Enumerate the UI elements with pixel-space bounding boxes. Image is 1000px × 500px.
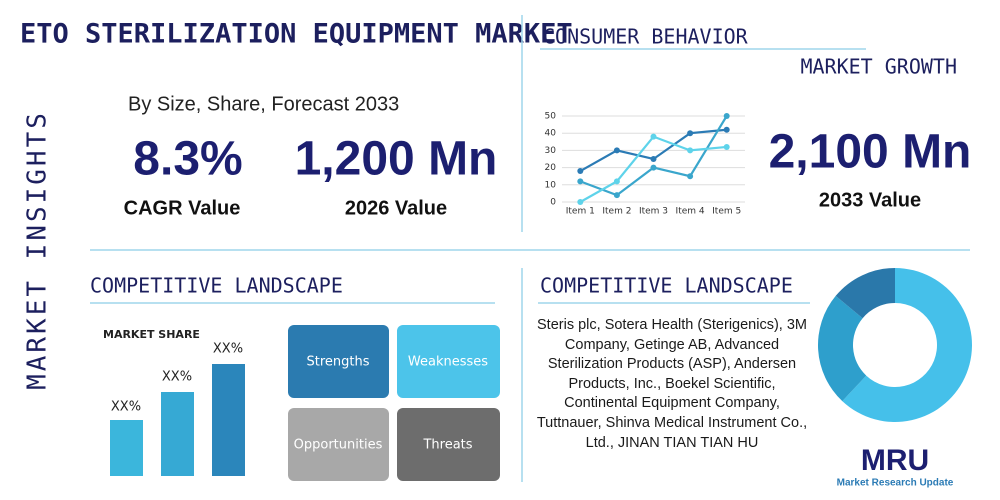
swot-box xyxy=(397,325,500,398)
donut-segment xyxy=(835,268,895,319)
point xyxy=(723,113,730,119)
swot-box xyxy=(288,408,389,481)
bar-label: XX% xyxy=(213,342,243,357)
point xyxy=(613,178,620,185)
x-tick-label: Item 3 xyxy=(639,207,668,217)
point xyxy=(687,147,694,154)
point xyxy=(650,156,657,162)
stat-value: 1,200 Mn xyxy=(295,133,498,186)
x-tick-label: Item 5 xyxy=(712,207,741,217)
donut-segment xyxy=(818,295,867,402)
growth-heading: MARKET GROWTH xyxy=(800,55,957,79)
swot-label: Opportunities xyxy=(294,438,383,453)
x-tick-label: Item 1 xyxy=(566,207,595,217)
point xyxy=(577,199,584,205)
swot-box xyxy=(288,325,389,398)
logo-name: Market Research Update xyxy=(837,478,954,489)
point xyxy=(613,147,620,154)
swot-label: Strengths xyxy=(306,355,369,370)
donut-segment xyxy=(842,268,972,422)
consumer-heading: CONSUMER BEHAVIOR xyxy=(543,25,749,49)
swot-label: Weaknesses xyxy=(408,355,488,370)
share-bar xyxy=(212,364,245,476)
x-tick-label: Item 4 xyxy=(676,207,705,217)
y-tick-label: 10 xyxy=(545,180,557,190)
y-tick-label: 50 xyxy=(545,112,557,122)
point xyxy=(687,130,694,137)
bar-label: XX% xyxy=(162,370,192,385)
point xyxy=(687,173,694,180)
y-tick-label: 40 xyxy=(545,129,557,139)
point xyxy=(577,168,584,175)
share-bar xyxy=(161,392,194,476)
bar-label: XX% xyxy=(111,400,141,415)
company-list: Steris plc, Sotera Health (Sterigenics),… xyxy=(536,317,808,451)
title: ETO STERILIZATION EQUIPMENT MARKET xyxy=(20,19,573,50)
point xyxy=(650,164,657,171)
share-title: MARKET SHARE xyxy=(103,328,200,341)
stat-label: 2033 Value xyxy=(819,189,921,211)
swot-box xyxy=(397,408,500,481)
section-heading: COMPETITIVE LANDSCAPE xyxy=(90,274,343,298)
charts: 0 10 20 30 40 50 Item 1 Item 2 Item 3 Item 4 Item … xyxy=(545,112,972,422)
series-line xyxy=(579,115,728,197)
stat-value: 2,100 Mn xyxy=(769,126,972,179)
logo-mark: MRU xyxy=(861,444,929,477)
subtitle: By Size, Share, Forecast 2033 xyxy=(128,93,399,115)
point xyxy=(613,192,620,199)
share-bar xyxy=(110,420,143,476)
side-label: MARKET INSIGHTS xyxy=(23,110,53,390)
stat-label: CAGR Value xyxy=(124,197,241,219)
point xyxy=(723,143,730,150)
section-heading: COMPETITIVE LANDSCAPE xyxy=(540,274,793,298)
stat-value: 8.3% xyxy=(133,133,242,186)
point xyxy=(723,126,730,133)
y-tick-label: 0 xyxy=(550,198,556,208)
point xyxy=(577,178,584,185)
y-tick-label: 30 xyxy=(545,146,557,156)
swot-label: Threats xyxy=(422,438,472,453)
point xyxy=(650,133,657,140)
x-tick-label: Item 2 xyxy=(602,207,631,217)
y-tick-label: 20 xyxy=(545,163,557,173)
stat-label: 2026 Value xyxy=(345,197,447,219)
